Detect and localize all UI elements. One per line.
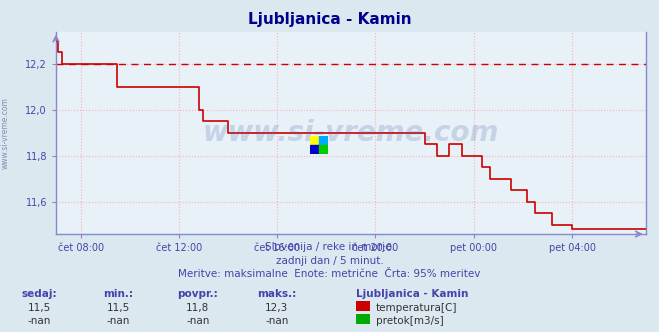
Text: www.si-vreme.com: www.si-vreme.com [1, 97, 10, 169]
Text: Ljubljanica - Kamin: Ljubljanica - Kamin [248, 12, 411, 27]
Text: min.:: min.: [103, 289, 134, 299]
Bar [319, 136, 328, 145]
Text: 11,8: 11,8 [186, 303, 210, 313]
Text: -nan: -nan [265, 316, 289, 326]
Text: -nan: -nan [186, 316, 210, 326]
Text: 11,5: 11,5 [107, 303, 130, 313]
Text: povpr.:: povpr.: [177, 289, 218, 299]
Text: Slovenija / reke in morje.: Slovenija / reke in morje. [264, 242, 395, 252]
Text: -nan: -nan [28, 316, 51, 326]
Text: zadnji dan / 5 minut.: zadnji dan / 5 minut. [275, 256, 384, 266]
Bar [310, 136, 319, 145]
Text: -nan: -nan [107, 316, 130, 326]
Bar [310, 145, 319, 154]
Text: 12,3: 12,3 [265, 303, 289, 313]
Text: maks.:: maks.: [257, 289, 297, 299]
Text: Meritve: maksimalne  Enote: metrične  Črta: 95% meritev: Meritve: maksimalne Enote: metrične Črta… [179, 269, 480, 279]
Text: Ljubljanica - Kamin: Ljubljanica - Kamin [356, 289, 469, 299]
Text: temperatura[C]: temperatura[C] [376, 303, 457, 313]
Text: 11,5: 11,5 [28, 303, 51, 313]
Text: sedaj:: sedaj: [22, 289, 57, 299]
Text: www.si-vreme.com: www.si-vreme.com [203, 119, 499, 147]
Text: pretok[m3/s]: pretok[m3/s] [376, 316, 444, 326]
Bar [319, 145, 328, 154]
